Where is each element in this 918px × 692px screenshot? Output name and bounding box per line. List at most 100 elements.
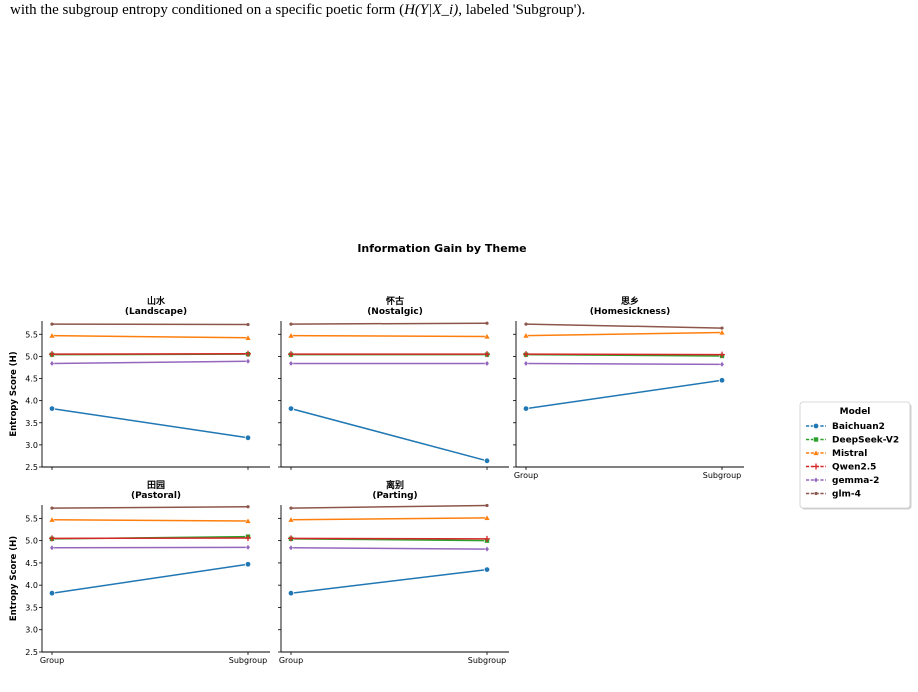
series-line — [51, 563, 249, 594]
data-point — [484, 535, 490, 542]
series-glm-4 — [289, 503, 489, 510]
data-point — [245, 544, 251, 551]
panel-parting: 离别(Parting) Group Subgroup — [278, 479, 509, 665]
legend-label: DeepSeek-V2 — [832, 436, 899, 446]
data-point — [523, 351, 529, 358]
y-tick-label: 3.5 — [25, 419, 38, 428]
figure-caption: with the subgroup entropy conditioned on… — [10, 2, 910, 19]
series-baichuan2 — [48, 405, 252, 441]
chart-panels: 山水(Landscape) 2.5 3.0 3.5 4.0 4.5 5.0 5.5 Entrop… — [9, 295, 744, 665]
data-point — [718, 328, 726, 336]
data-point — [289, 506, 293, 510]
series-line — [290, 517, 488, 521]
data-point — [49, 360, 55, 367]
legend-marker — [813, 463, 819, 470]
y-tick-label: 3.0 — [25, 441, 38, 450]
series-qwen2-5 — [288, 351, 490, 358]
data-point — [522, 332, 530, 339]
series-line — [525, 323, 723, 329]
series-mistral — [287, 514, 491, 523]
y-axis-label: Entropy Score (H) — [9, 351, 19, 436]
legend-marker — [813, 476, 819, 484]
legend-item-deepseek-v2: DeepSeek-V2 — [806, 436, 899, 446]
series-mistral — [287, 332, 491, 340]
data-point — [484, 360, 490, 367]
panel-subtitle: (Landscape) — [125, 307, 187, 317]
panel-title: 田园 — [147, 480, 165, 491]
data-point — [287, 590, 295, 597]
y-tick-label: 5.5 — [25, 330, 38, 339]
series-baichuan2 — [48, 561, 252, 597]
data-point — [522, 405, 530, 412]
data-point — [524, 322, 528, 326]
y-tick-label: 5.0 — [25, 537, 38, 546]
legend-item-glm-4: glm-4 — [806, 490, 861, 500]
series-line — [51, 360, 249, 365]
panel-title: 思乡 — [621, 296, 639, 307]
data-point — [719, 351, 725, 358]
panel-subtitle: (Homesickness) — [590, 307, 670, 317]
panel-subtitle: (Pastoral) — [131, 491, 181, 501]
y-axis-label: Entropy Score (H) — [9, 536, 19, 621]
y-tick-label: 2.5 — [25, 648, 38, 657]
series-deepseek-v2 — [288, 536, 490, 544]
y-tick-label: 4.0 — [25, 581, 38, 590]
panel-homesickness: 思乡(Homesickness) Group Subgroup — [513, 296, 744, 480]
data-point — [49, 351, 55, 358]
panel-title: 离别 — [386, 479, 404, 491]
data-point — [244, 434, 252, 441]
y-tick-label: 4.0 — [25, 397, 38, 406]
x-tick-label: Subgroup — [468, 656, 506, 665]
data-point — [49, 544, 55, 551]
panel-nostalgic: 怀古(Nostalgic) — [278, 295, 509, 470]
panel-pastoral: 田园(Pastoral) 2.5 3.0 3.5 4.0 4.5 5.0 5.5 Group Su… — [9, 480, 270, 665]
data-point — [523, 360, 529, 367]
data-point — [483, 332, 491, 340]
data-point — [485, 321, 489, 325]
series-line — [290, 547, 488, 550]
legend-marker — [813, 436, 819, 443]
legend-label: Qwen2.5 — [832, 463, 876, 473]
series-gemma-2 — [288, 544, 490, 553]
data-point — [485, 503, 489, 508]
panel-subtitle: (Nostalgic) — [367, 307, 423, 317]
series-line — [290, 568, 488, 594]
data-point — [244, 517, 252, 524]
legend-label: gemma-2 — [832, 476, 879, 486]
series-baichuan2 — [522, 377, 726, 412]
y-tick-label: 3.5 — [25, 603, 38, 612]
data-point — [718, 377, 726, 384]
data-point — [288, 544, 294, 551]
y-tick-label: 5.0 — [25, 352, 38, 361]
data-point — [49, 535, 55, 542]
data-point — [288, 351, 294, 358]
series-line — [290, 407, 488, 462]
series-gemma-2 — [288, 360, 490, 367]
data-point — [289, 322, 293, 326]
data-point — [287, 405, 295, 412]
data-point — [719, 361, 725, 368]
data-point — [288, 360, 294, 367]
series-gemma-2 — [523, 360, 725, 368]
series-mistral — [48, 516, 252, 524]
data-point — [484, 351, 490, 358]
panel-title: 山水 — [147, 295, 166, 307]
data-point — [245, 350, 251, 357]
x-tick-label: Group — [40, 656, 64, 665]
caption-math: H(Y|X_i) — [404, 2, 459, 18]
legend-box — [799, 401, 911, 509]
data-point — [720, 326, 724, 330]
series-glm-4 — [289, 321, 489, 326]
data-point — [48, 516, 56, 523]
y-tick-label: 4.5 — [25, 375, 38, 384]
panel-title: 怀古 — [386, 295, 404, 307]
series-line — [51, 407, 249, 439]
y-tick-label: 3.0 — [25, 626, 38, 635]
series-glm-4 — [50, 322, 250, 327]
data-point — [287, 332, 295, 339]
legend-item-qwen2-5: Qwen2.5 — [806, 463, 876, 473]
series-line — [525, 362, 723, 366]
series-glm-4 — [524, 322, 724, 330]
series-line — [290, 334, 488, 338]
